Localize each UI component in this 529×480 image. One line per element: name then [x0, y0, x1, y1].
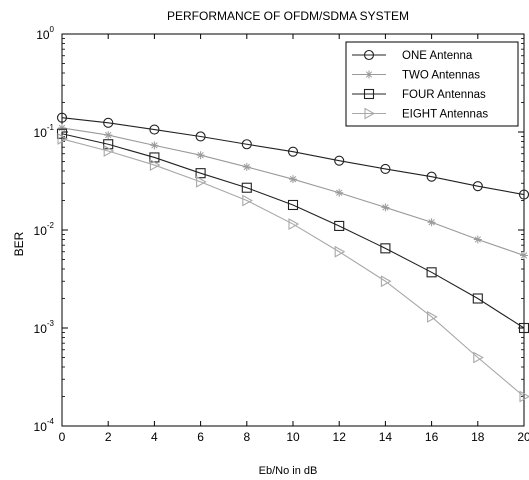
x-axis-ticks: 0 2 4 6 8 10 12 14 16 18 20 — [59, 34, 529, 444]
series-line — [61, 138, 525, 397]
series-line — [61, 117, 525, 196]
data-point — [196, 175, 207, 188]
x-tick-label: 4 — [151, 430, 158, 444]
y-tick-label: 100 — [36, 25, 54, 42]
data-point — [242, 162, 251, 171]
x-tick-label: 18 — [471, 430, 485, 444]
data-point — [150, 141, 159, 150]
legend-box — [345, 41, 519, 127]
data-point — [56, 112, 68, 123]
data-point — [289, 175, 297, 184]
data-point — [57, 132, 69, 145]
data-point — [473, 235, 482, 244]
data-point — [58, 123, 66, 132]
data-point — [149, 159, 161, 171]
data-point — [426, 171, 437, 182]
data-point — [287, 199, 299, 211]
data-point — [334, 155, 345, 166]
data-point — [472, 293, 483, 304]
legend-marker — [363, 49, 375, 61]
y-tick-label: 10-1 — [34, 123, 55, 140]
data-point — [242, 194, 253, 207]
data-point — [241, 139, 252, 150]
legend-label: FOUR Antennas — [402, 89, 486, 101]
x-tick-label: 20 — [517, 430, 529, 444]
data-point — [519, 390, 529, 403]
legend-label: ONE Antenna — [402, 50, 473, 62]
x-axis-label: Eb/No in dB — [259, 465, 318, 477]
series-2 — [58, 123, 528, 260]
data-point — [149, 124, 160, 135]
x-tick-label: 12 — [333, 430, 347, 444]
legend-entry: ONE Antenna — [352, 49, 473, 62]
data-point — [288, 218, 300, 230]
data-point — [427, 218, 436, 227]
data-point — [334, 245, 346, 258]
legend: ONE Antenna TWO Antennas FOUR Antennas EIGH… — [345, 41, 519, 127]
data-point — [103, 117, 114, 128]
data-point — [520, 251, 528, 260]
data-point — [473, 351, 484, 364]
data-point — [381, 203, 390, 212]
x-tick-label: 2 — [105, 430, 112, 444]
x-tick-label: 0 — [59, 430, 66, 444]
data-point — [427, 310, 438, 323]
series-line — [61, 133, 525, 329]
x-tick-label: 8 — [243, 430, 250, 444]
data-point — [241, 182, 252, 193]
legend-label: EIGHT Antennas — [402, 109, 488, 121]
series-4 — [57, 132, 529, 403]
data-point — [335, 188, 344, 197]
legend-entry: FOUR Antennas — [352, 88, 486, 101]
x-tick-label: 6 — [197, 430, 204, 444]
x-tick-label: 16 — [425, 430, 439, 444]
data-point — [472, 181, 483, 192]
y-tick-label: 10-2 — [34, 221, 55, 238]
legend-marker — [364, 107, 376, 120]
legend-entry: EIGHT Antennas — [352, 107, 488, 121]
chart-title: PERFORMANCE OF OFDM/SDMA SYSTEM — [167, 9, 409, 23]
series-layer — [56, 112, 529, 403]
y-axis-label: BER — [12, 231, 26, 256]
data-point — [103, 145, 115, 157]
data-point — [334, 220, 345, 231]
data-point — [196, 151, 205, 160]
x-tick-label: 10 — [286, 430, 300, 444]
legend-label: TWO Antennas — [402, 70, 480, 82]
legend-entry: TWO Antennas — [352, 70, 480, 82]
data-point — [104, 131, 113, 140]
x-tick-label: 14 — [379, 430, 393, 444]
y-tick-label: 10-3 — [34, 319, 55, 336]
data-point — [426, 267, 437, 278]
data-point — [380, 243, 391, 254]
data-point — [195, 168, 206, 179]
data-point — [380, 163, 391, 174]
data-point — [287, 146, 299, 157]
data-point — [195, 131, 206, 142]
legend-marker — [365, 70, 373, 79]
legend-marker — [363, 88, 375, 100]
data-point — [380, 275, 392, 288]
y-axis-ticks: 100 10-1 10-2 10-3 10-4 — [34, 25, 524, 434]
series-3 — [56, 128, 529, 334]
y-tick-label: 10-4 — [34, 417, 55, 434]
